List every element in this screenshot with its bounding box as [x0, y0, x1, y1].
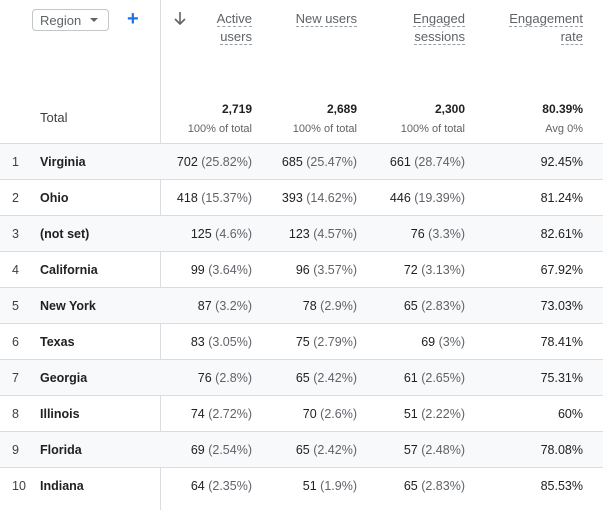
new-users-cell: 96 (3.57%) [295, 263, 357, 277]
region-name: New York [40, 299, 96, 313]
total-active-users: 2,719 100% of total [187, 102, 252, 135]
engagement-rate-cell: 60% [557, 407, 583, 421]
row-index: 1 [12, 155, 19, 169]
row-index: 9 [12, 443, 19, 457]
header-engagement-rate[interactable]: Engagement rate [509, 11, 583, 45]
new-users-cell: 65 (2.42%) [295, 371, 357, 385]
table-row[interactable]: 2 Ohio 418 (15.37%) 393 (14.62%) 446 (19.39%… [0, 179, 603, 215]
active-users-cell: 125 (4.6%) [190, 227, 252, 241]
table-row[interactable]: 1 Virginia 702 (25.82%) 685 (25.47%) 661 (28… [0, 143, 603, 179]
total-label: Total [40, 110, 68, 125]
row-index: 10 [12, 479, 26, 493]
active-users-cell: 76 (2.8%) [197, 371, 252, 385]
engaged-sessions-cell: 72 (3.13%) [403, 263, 465, 277]
table-row[interactable]: 6 Texas 83 (3.05%) 75 (2.79%) 69 (3%) 78.41% [0, 323, 603, 359]
add-dimension-icon[interactable]: + [127, 8, 139, 30]
engaged-sessions-cell: 65 (2.83%) [403, 479, 465, 493]
region-name: Florida [40, 443, 82, 457]
row-index: 5 [12, 299, 19, 313]
table-row[interactable]: 5 New York 87 (3.2%) 78 (2.9%) 65 (2.83%) 73.… [0, 287, 603, 323]
engagement-rate-cell: 73.03% [540, 299, 583, 313]
row-index: 8 [12, 407, 19, 421]
row-index: 4 [12, 263, 19, 277]
active-users-cell: 64 (2.35%) [190, 479, 252, 493]
total-engagement-rate: 80.39% Avg 0% [542, 102, 583, 135]
active-users-cell: 83 (3.05%) [190, 335, 252, 349]
header-active-users[interactable]: Active users [216, 11, 252, 45]
header-new-users[interactable]: New users [295, 11, 357, 27]
active-users-cell: 418 (15.37%) [176, 191, 252, 205]
region-name: Ohio [40, 191, 69, 205]
new-users-cell: 70 (2.6%) [302, 407, 357, 421]
engaged-sessions-cell: 57 (2.48%) [403, 443, 465, 457]
column-divider [160, 0, 161, 510]
engagement-rate-cell: 67.92% [540, 263, 583, 277]
total-engaged-sessions: 2,300 100% of total [400, 102, 465, 135]
new-users-cell: 78 (2.9%) [302, 299, 357, 313]
row-index: 6 [12, 335, 19, 349]
region-name: (not set) [40, 227, 90, 241]
engagement-rate-cell: 81.24% [540, 191, 583, 205]
engaged-sessions-cell: 65 (2.83%) [403, 299, 465, 313]
engagement-rate-cell: 85.53% [540, 479, 583, 493]
engagement-rate-cell: 75.31% [540, 371, 583, 385]
engaged-sessions-cell: 661 (28.74%) [389, 155, 465, 169]
table-row[interactable]: 8 Illinois 74 (2.72%) 70 (2.6%) 51 (2.22%) 60… [0, 395, 603, 431]
total-new-users: 2,689 100% of total [292, 102, 357, 135]
dimension-dropdown[interactable]: Region [32, 9, 109, 31]
engaged-sessions-cell: 446 (19.39%) [389, 191, 465, 205]
engagement-rate-cell: 78.41% [540, 335, 583, 349]
region-name: Georgia [40, 371, 88, 385]
region-name: California [40, 263, 98, 277]
caret-down-icon [90, 18, 98, 22]
engagement-rate-cell: 92.45% [540, 155, 583, 169]
row-index: 3 [12, 227, 19, 241]
new-users-cell: 393 (14.62%) [281, 191, 357, 205]
sort-descending-icon[interactable] [172, 10, 188, 28]
active-users-cell: 87 (3.2%) [197, 299, 252, 313]
engaged-sessions-cell: 69 (3%) [421, 335, 465, 349]
row-index: 7 [12, 371, 19, 385]
region-name: Illinois [40, 407, 80, 421]
table-row[interactable]: 10 Indiana 64 (2.35%) 51 (1.9%) 65 (2.83%) 85… [0, 467, 603, 503]
engaged-sessions-cell: 61 (2.65%) [403, 371, 465, 385]
region-name: Indiana [40, 479, 84, 493]
engaged-sessions-cell: 51 (2.22%) [403, 407, 465, 421]
table-row[interactable]: 9 Florida 69 (2.54%) 65 (2.42%) 57 (2.48%) 78… [0, 431, 603, 467]
new-users-cell: 685 (25.47%) [281, 155, 357, 169]
row-index: 2 [12, 191, 19, 205]
new-users-cell: 65 (2.42%) [295, 443, 357, 457]
region-name: Texas [40, 335, 75, 349]
engagement-rate-cell: 82.61% [540, 227, 583, 241]
active-users-cell: 69 (2.54%) [190, 443, 252, 457]
active-users-cell: 702 (25.82%) [176, 155, 252, 169]
region-name: Virginia [40, 155, 86, 169]
active-users-cell: 74 (2.72%) [190, 407, 252, 421]
engaged-sessions-cell: 76 (3.3%) [410, 227, 465, 241]
table-row[interactable]: 3 (not set) 125 (4.6%) 123 (4.57%) 76 (3.3%)… [0, 215, 603, 251]
table-row[interactable]: 7 Georgia 76 (2.8%) 65 (2.42%) 61 (2.65%) 75.… [0, 359, 603, 395]
dimension-label: Region [40, 12, 82, 28]
table-row[interactable]: 4 California 99 (3.64%) 96 (3.57%) 72 (3.13%… [0, 251, 603, 287]
data-table-body: 1 Virginia 702 (25.82%) 685 (25.47%) 661 (28… [0, 143, 603, 503]
active-users-cell: 99 (3.64%) [190, 263, 252, 277]
header-engaged-sessions[interactable]: Engaged sessions [412, 11, 465, 45]
new-users-cell: 75 (2.79%) [295, 335, 357, 349]
new-users-cell: 51 (1.9%) [302, 479, 357, 493]
new-users-cell: 123 (4.57%) [288, 227, 357, 241]
engagement-rate-cell: 78.08% [540, 443, 583, 457]
